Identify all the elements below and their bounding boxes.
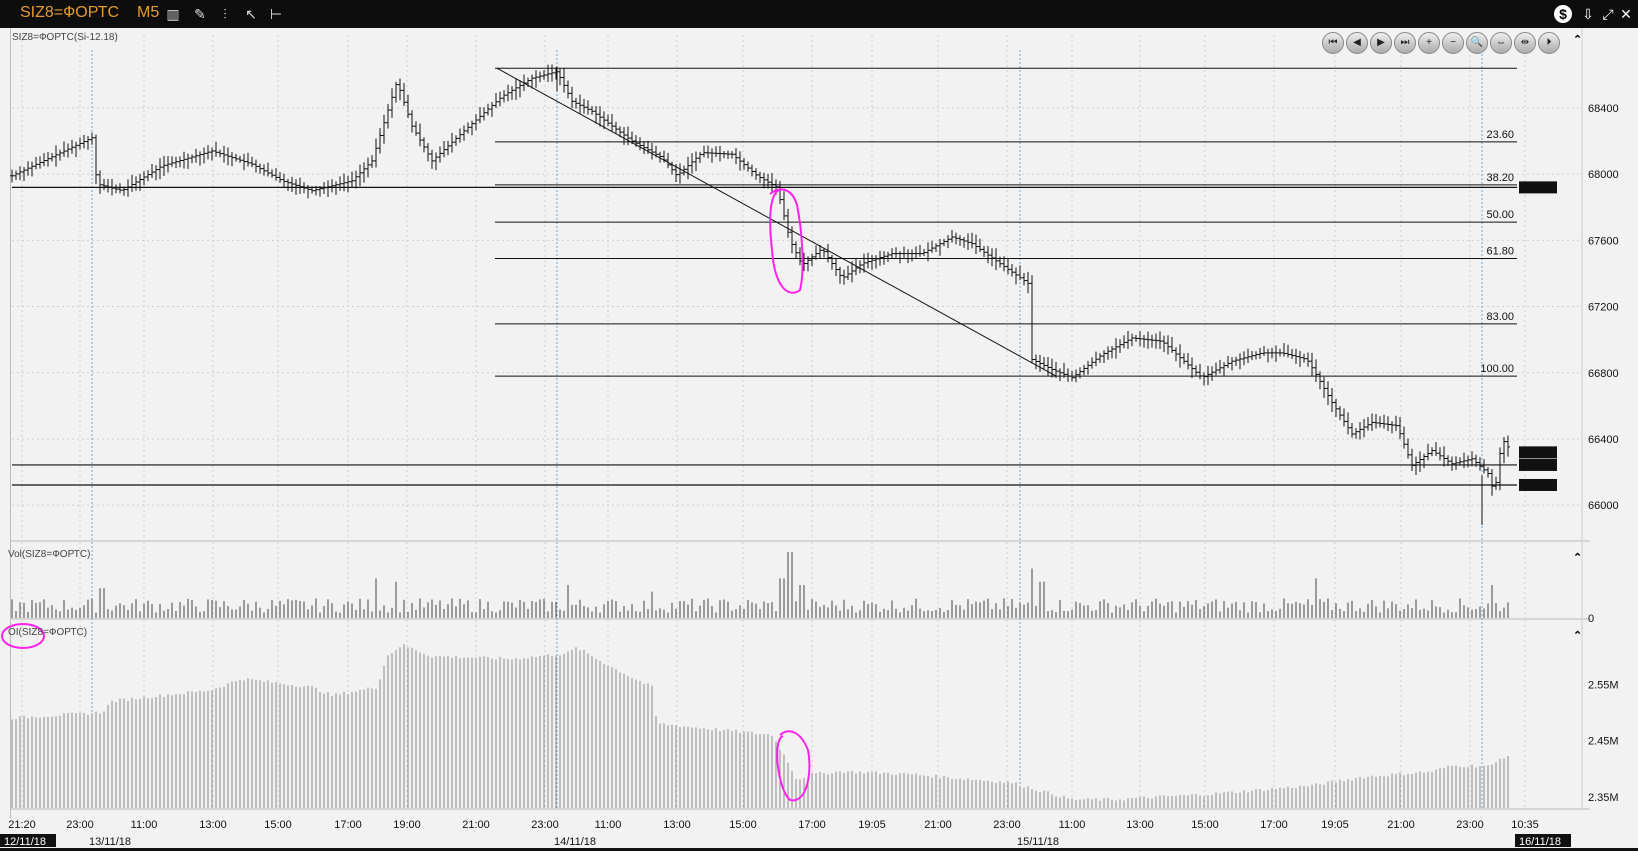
volume-y-tick: 0: [1588, 613, 1594, 625]
date-tag-bg: [1515, 834, 1571, 847]
candles-icon[interactable]: ▥: [166, 6, 180, 22]
x-tick-label: 21:00: [462, 819, 490, 831]
navigation-buttons: ⏮ ◀ ▶ ⏭ + − 🔍 ⇔ ⇹ ⏵: [1322, 32, 1560, 54]
fib-level-label: 50.00: [1486, 209, 1514, 221]
collapse-price-icon[interactable]: ⌃: [1573, 34, 1583, 46]
expand-icon[interactable]: ⤢: [1602, 6, 1614, 22]
price-tag: [1519, 181, 1557, 194]
cursor-icon[interactable]: ↖: [245, 6, 257, 22]
price-tag-label: 67920: [1522, 182, 1553, 194]
nav-button-4[interactable]: +: [1418, 32, 1440, 54]
date-label: 15/11/18: [1017, 836, 1059, 848]
price-tag: [1519, 478, 1557, 491]
x-tick-label: 11:00: [131, 819, 158, 831]
x-tick-label: 19:00: [393, 819, 421, 831]
x-tick-label: 11:00: [595, 819, 622, 831]
oi-y-tick: 2.45M: [1588, 736, 1619, 748]
x-tick-label: 15:00: [1191, 819, 1219, 831]
price-tag-label: 66319: [1522, 447, 1553, 459]
date-label: 12/11/18: [4, 836, 46, 848]
download-icon[interactable]: ⇩: [1582, 6, 1594, 22]
x-tick-label: 21:00: [1387, 819, 1415, 831]
volume-panel-label: Vol(SIZ8=ФОРТС): [8, 549, 91, 560]
fib-level-label: 23.60: [1486, 129, 1514, 141]
date-label: 14/11/18: [554, 836, 596, 848]
close-icon[interactable]: ✕: [1620, 6, 1632, 22]
nav-button-8[interactable]: ⇹: [1514, 32, 1536, 54]
nav-button-7[interactable]: ⇔: [1490, 32, 1512, 54]
y-tick-label: 67600: [1588, 235, 1619, 247]
bars-icon[interactable]: ⫶: [223, 6, 227, 22]
date-label: 13/11/18: [89, 836, 131, 848]
oi-panel-label: OI(SIZ8=ФОРТС): [8, 627, 88, 638]
nav-button-3[interactable]: ⏭: [1394, 32, 1416, 54]
nav-button-5[interactable]: −: [1442, 32, 1464, 54]
y-tick-label: 68400: [1588, 103, 1619, 115]
x-tick-label: 19:05: [1321, 819, 1349, 831]
nav-button-0[interactable]: ⏮: [1322, 32, 1344, 54]
annotation-circle: [769, 188, 804, 294]
fib-level-label: 61.80: [1486, 246, 1514, 258]
price-tag-label: 66243: [1522, 460, 1553, 472]
trend-line: [496, 67, 1057, 377]
x-tick-label: 23:00: [66, 819, 94, 831]
x-tick-label: 15:00: [264, 819, 292, 831]
layout-icon[interactable]: ⊢: [269, 6, 283, 22]
x-tick-label: 21:00: [924, 819, 952, 831]
bottom-border: [0, 848, 1638, 857]
x-tick-label: 21:20: [8, 819, 36, 831]
collapse-oi-icon[interactable]: ⌃: [1573, 630, 1583, 642]
price-tag: [1519, 458, 1557, 471]
annotation-circle: [1, 623, 45, 649]
nav-button-2[interactable]: ▶: [1370, 32, 1392, 54]
x-tick-label: 13:00: [663, 819, 691, 831]
fib-level-label: 83.00: [1486, 311, 1514, 323]
x-tick-label: 11:00: [1059, 819, 1086, 831]
dollar-icon[interactable]: $: [1554, 5, 1572, 23]
oi-y-tick: 2.35M: [1588, 792, 1619, 804]
nav-button-1[interactable]: ◀: [1346, 32, 1368, 54]
x-tick-label: 19:05: [858, 819, 886, 831]
x-tick-label: 10:35: [1511, 819, 1539, 831]
symbol-label[interactable]: SIZ8=ФОРТС: [20, 4, 120, 21]
x-tick-label: 17:00: [334, 819, 362, 831]
x-tick-label: 23:00: [531, 819, 559, 831]
fib-level-label: 100.00: [1480, 363, 1514, 375]
annotation-circle: [776, 730, 811, 802]
fib-level-label: 38.20: [1486, 172, 1514, 184]
toolbar: SIZ8=ФОРТС M5 ▥ ✎ ⫶ ↖ ⊢ $ ⇩ ⤢ ✕: [0, 0, 1638, 28]
collapse-volume-icon[interactable]: ⌃: [1573, 552, 1583, 564]
date-label: 16/11/18: [1519, 836, 1561, 848]
nav-button-6[interactable]: 🔍: [1466, 32, 1488, 54]
y-tick-label: 66000: [1588, 500, 1619, 512]
x-tick-label: 17:00: [798, 819, 826, 831]
date-tag-bg: [0, 834, 56, 847]
timeframe-label[interactable]: M5: [137, 4, 160, 21]
y-tick-label: 68000: [1588, 169, 1619, 181]
x-tick-label: 13:00: [1126, 819, 1154, 831]
y-tick-label: 66400: [1588, 434, 1619, 446]
x-tick-label: 23:00: [993, 819, 1021, 831]
chart-area[interactable]: [10, 28, 1590, 818]
price-tag: [1519, 446, 1557, 459]
price-tag-label: 66122: [1522, 480, 1553, 492]
x-tick-label: 17:00: [1260, 819, 1288, 831]
y-tick-label: 66800: [1588, 368, 1619, 380]
oi-y-tick: 2.55M: [1588, 679, 1619, 691]
nav-button-9[interactable]: ⏵: [1538, 32, 1560, 54]
price-panel-label: SIZ8=ФОРТС(Si-12.18): [12, 32, 118, 43]
x-tick-label: 13:00: [199, 819, 227, 831]
x-tick-label: 23:00: [1456, 819, 1484, 831]
pencil-icon[interactable]: ✎: [194, 6, 206, 22]
x-tick-label: 15:00: [729, 819, 757, 831]
y-tick-label: 67200: [1588, 302, 1619, 314]
